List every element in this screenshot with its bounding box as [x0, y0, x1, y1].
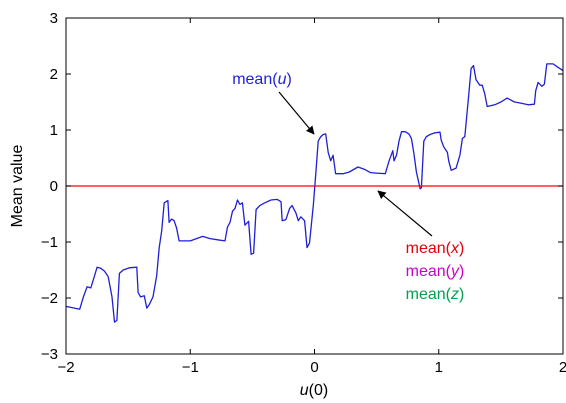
y-tick-label: −1 — [41, 234, 58, 251]
x-tick-label: 1 — [435, 359, 443, 376]
arrow-mean-x — [377, 190, 433, 237]
plot-frame — [65, 17, 564, 355]
y-tick-label: 1 — [50, 122, 58, 139]
y-axis-label: Mean value — [9, 145, 26, 228]
y-tick-label: 2 — [50, 66, 58, 83]
x-tick-label: 0 — [310, 359, 318, 376]
annotation-mean-z: mean(z) — [406, 286, 465, 303]
annotation-mean-x: mean(x) — [406, 240, 465, 257]
plot-layer — [65, 63, 564, 323]
y-tick-label: 0 — [50, 178, 58, 195]
x-tick-label: −2 — [57, 359, 74, 376]
x-tick-label: 2 — [559, 359, 566, 376]
annotation-mean-u: mean(u) — [232, 71, 292, 88]
x-tick-label: −1 — [182, 359, 199, 376]
y-tick-label: −3 — [41, 346, 58, 363]
arrow-mean-u — [278, 91, 315, 135]
y-tick-label: −2 — [41, 290, 58, 307]
y-tick-label: 3 — [50, 10, 58, 27]
x-axis-label: u(0) — [300, 382, 328, 399]
annotation-mean-y: mean(y) — [406, 263, 465, 280]
series-line-0 — [65, 63, 564, 323]
